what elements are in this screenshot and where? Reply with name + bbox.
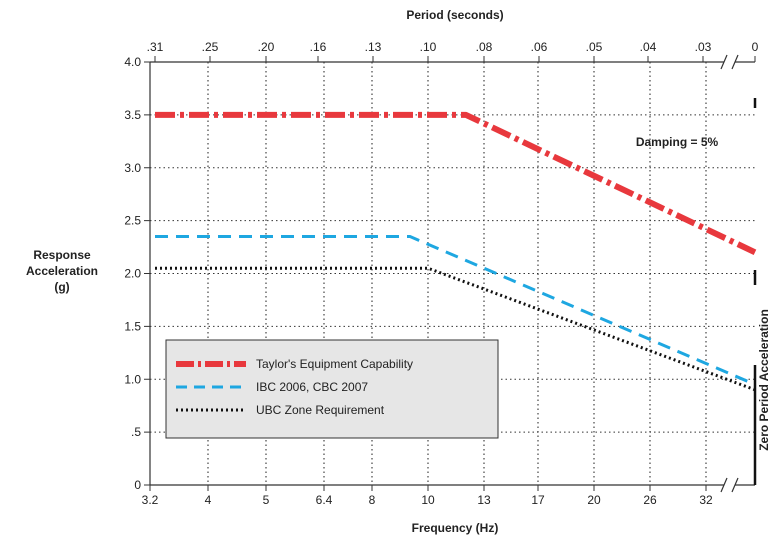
x-tick-label: 5 bbox=[263, 493, 270, 507]
x-tick-label: 17 bbox=[531, 493, 545, 507]
top-tick-label: .13 bbox=[365, 40, 382, 54]
legend-label-ubc: UBC Zone Requirement bbox=[256, 403, 385, 417]
y-tick-label: 1.5 bbox=[124, 319, 141, 333]
top-axis-break-mark bbox=[720, 54, 728, 70]
axes bbox=[144, 54, 757, 493]
x-tick-label: 3.2 bbox=[142, 493, 159, 507]
top-axis-break-mark bbox=[731, 54, 739, 70]
x-axis-title: Frequency (Hz) bbox=[412, 521, 499, 535]
x-axis-break-mark bbox=[731, 477, 739, 493]
series-layer bbox=[155, 111, 757, 392]
x-axis-break-mark bbox=[720, 477, 728, 493]
top-axis-title: Period (seconds) bbox=[406, 8, 503, 22]
x-tick-label: 20 bbox=[587, 493, 601, 507]
series-line-1 bbox=[155, 235, 756, 386]
legend-label-taylor: Taylor's Equipment Capability bbox=[256, 357, 413, 371]
top-tick-label: .10 bbox=[420, 40, 437, 54]
legend: Taylor's Equipment Capability IBC 2006, … bbox=[165, 339, 499, 439]
x-tick-label: 32 bbox=[699, 493, 713, 507]
y-tick-label: 2.5 bbox=[124, 214, 141, 228]
right-axis-label: Zero Period Acceleration bbox=[757, 309, 771, 451]
x-tick-label: 10 bbox=[421, 493, 435, 507]
x-tick-label: 26 bbox=[643, 493, 657, 507]
legend-label-ibc: IBC 2006, CBC 2007 bbox=[256, 380, 368, 394]
legend-box bbox=[165, 339, 499, 439]
damping-annotation: Damping = 5% bbox=[636, 135, 719, 149]
top-tick-label: .20 bbox=[258, 40, 275, 54]
axis-labels: 0 .5 1.0 1.5 2.0 2.5 3.0 3.5 4.0 3.2 4 5 6.4 8 10 13 17 2… bbox=[124, 40, 758, 507]
y-axis-title-line-2: Acceleration bbox=[26, 264, 98, 278]
series-line-0 bbox=[155, 111, 757, 256]
x-tick-label: 8 bbox=[369, 493, 376, 507]
top-tick-label: .03 bbox=[695, 40, 712, 54]
y-axis-title-line-3: (g) bbox=[54, 280, 69, 294]
top-tick-label: .04 bbox=[640, 40, 657, 54]
y-tick-label: 2.0 bbox=[124, 267, 141, 281]
y-tick-label: 1.0 bbox=[124, 372, 141, 386]
y-tick-label: 0 bbox=[134, 478, 141, 492]
top-tick-label: .25 bbox=[202, 40, 219, 54]
top-tick-label: .31 bbox=[147, 40, 164, 54]
top-tick-label: .06 bbox=[531, 40, 548, 54]
y-tick-label: .5 bbox=[131, 425, 141, 439]
x-tick-label: 13 bbox=[477, 493, 491, 507]
top-tick-label: .16 bbox=[310, 40, 327, 54]
top-tick-label: .08 bbox=[476, 40, 493, 54]
y-axis-title-line-1: Response bbox=[33, 248, 91, 262]
y-tick-label: 3.5 bbox=[124, 108, 141, 122]
y-tick-label: 3.0 bbox=[124, 161, 141, 175]
y-tick-label: 4.0 bbox=[124, 55, 141, 69]
series-line-2 bbox=[155, 266, 756, 392]
x-tick-label: 6.4 bbox=[316, 493, 333, 507]
top-tick-label: .05 bbox=[586, 40, 603, 54]
x-tick-label: 4 bbox=[205, 493, 212, 507]
top-tick-label: 0 bbox=[752, 40, 759, 54]
